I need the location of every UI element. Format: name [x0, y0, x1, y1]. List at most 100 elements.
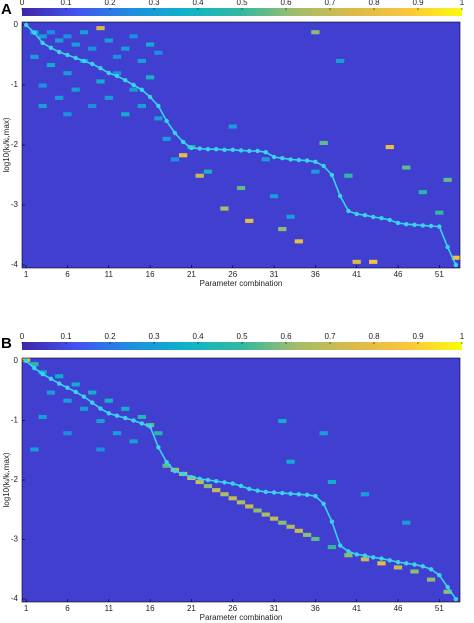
line-marker: [81, 394, 87, 399]
heatmap-cell: [286, 524, 295, 529]
colorbar-tick-label: 0.3: [148, 332, 160, 341]
heatmap-cell: [278, 227, 287, 232]
line-marker: [230, 481, 235, 486]
line-marker: [205, 477, 211, 483]
line-marker: [371, 214, 376, 220]
heatmap-cell: [426, 577, 436, 582]
x-tick-label: 21: [187, 270, 196, 279]
line-marker: [354, 211, 359, 217]
colorbar-tick-label: 0: [20, 0, 25, 7]
heatmap-cell: [451, 255, 460, 260]
y-tick-label: 0: [14, 20, 19, 29]
heatmap-cell: [96, 447, 105, 452]
line-marker: [147, 94, 153, 100]
line-marker: [48, 45, 54, 50]
line-marker: [362, 213, 368, 218]
heatmap-cell: [286, 459, 295, 464]
heatmap-cell: [104, 95, 113, 100]
line-marker: [362, 553, 368, 558]
x-tick-label: 31: [270, 270, 279, 279]
colorbar-tick-label: 0.3: [148, 0, 160, 7]
x-tick-label: 26: [228, 270, 237, 279]
line-marker: [263, 150, 268, 155]
line-marker: [156, 445, 161, 450]
line-marker: [131, 418, 136, 423]
heatmap-cell: [96, 79, 105, 84]
line-marker: [313, 159, 318, 164]
colorbar-tick-label: 0.8: [368, 332, 380, 341]
line-marker: [288, 157, 293, 162]
heatmap-cell: [71, 87, 80, 92]
heatmap-background: [22, 358, 460, 602]
heatmap-cell: [385, 145, 394, 150]
heatmap-cell: [319, 431, 328, 436]
heatmap-cell: [294, 239, 303, 244]
line-marker: [180, 139, 186, 145]
x-tick-label: 11: [105, 604, 114, 613]
colorbar-tick-label: 0.1: [60, 0, 72, 7]
heatmap-cell: [112, 431, 122, 436]
line-marker: [271, 490, 277, 495]
line-marker: [238, 483, 244, 489]
heatmap-cell: [88, 46, 97, 51]
line-marker: [238, 148, 244, 153]
line-marker: [428, 223, 434, 229]
heatmap-cell: [112, 54, 122, 59]
line-marker: [56, 381, 62, 386]
line-marker: [271, 154, 277, 160]
heatmap-cell: [137, 414, 146, 419]
colorbar-tick-label: 0.5: [236, 332, 248, 341]
colorbar-tick-label: 0.8: [368, 0, 380, 7]
line-marker: [296, 157, 302, 163]
line-marker: [412, 222, 417, 227]
heatmap-cell: [195, 480, 204, 485]
heatmap-cell: [55, 38, 64, 43]
heatmap-cell: [154, 50, 163, 55]
colorbar-tick-label: 0.4: [192, 0, 204, 7]
y-axis-label: log10(kᵢ/kᵢ,max): [2, 117, 11, 172]
line-marker: [437, 224, 442, 229]
line-marker: [321, 501, 326, 507]
line-marker: [379, 556, 384, 561]
line-marker: [147, 424, 153, 429]
heatmap-cell: [63, 71, 72, 76]
line-marker: [247, 148, 252, 154]
line-marker: [395, 220, 401, 226]
colorbar-tick-label: 0.9: [412, 332, 424, 341]
line-marker: [40, 371, 45, 377]
line-marker: [23, 358, 29, 364]
line-marker: [222, 480, 227, 485]
line-marker: [263, 489, 268, 495]
heatmap-cell: [38, 104, 47, 109]
heatmap-cell: [79, 406, 89, 411]
line-marker: [379, 216, 384, 221]
line-marker: [106, 411, 111, 416]
x-tick-label: 6: [65, 604, 70, 613]
heatmap-cell: [327, 480, 337, 485]
heatmap-cell: [96, 26, 105, 31]
heatmap-cell: [121, 112, 130, 117]
line-marker: [420, 223, 426, 228]
heatmap-cell: [418, 190, 427, 195]
colorbar-tick-label: 0: [20, 332, 25, 341]
line-marker: [164, 118, 169, 124]
line-marker: [56, 49, 62, 55]
colorbar-tick-label: 1: [460, 0, 465, 7]
colorbar: [22, 8, 462, 16]
line-marker: [255, 148, 260, 154]
line-marker: [139, 421, 145, 426]
heatmap-cell: [112, 71, 122, 76]
y-tick-label: -3: [11, 535, 19, 544]
heatmap-cell: [162, 136, 171, 141]
colorbar-tick-label: 0.5: [236, 0, 248, 7]
line-marker: [445, 584, 450, 590]
heatmap-cell: [302, 532, 312, 537]
line-marker: [288, 491, 293, 496]
heatmap-cell: [228, 496, 237, 501]
colorbar-tick-label: 0.2: [104, 332, 116, 341]
heatmap-cell: [203, 484, 213, 489]
line-marker: [247, 486, 252, 492]
heatmap-cell: [402, 520, 411, 525]
heatmap-cell: [121, 406, 130, 411]
line-marker: [98, 66, 103, 71]
